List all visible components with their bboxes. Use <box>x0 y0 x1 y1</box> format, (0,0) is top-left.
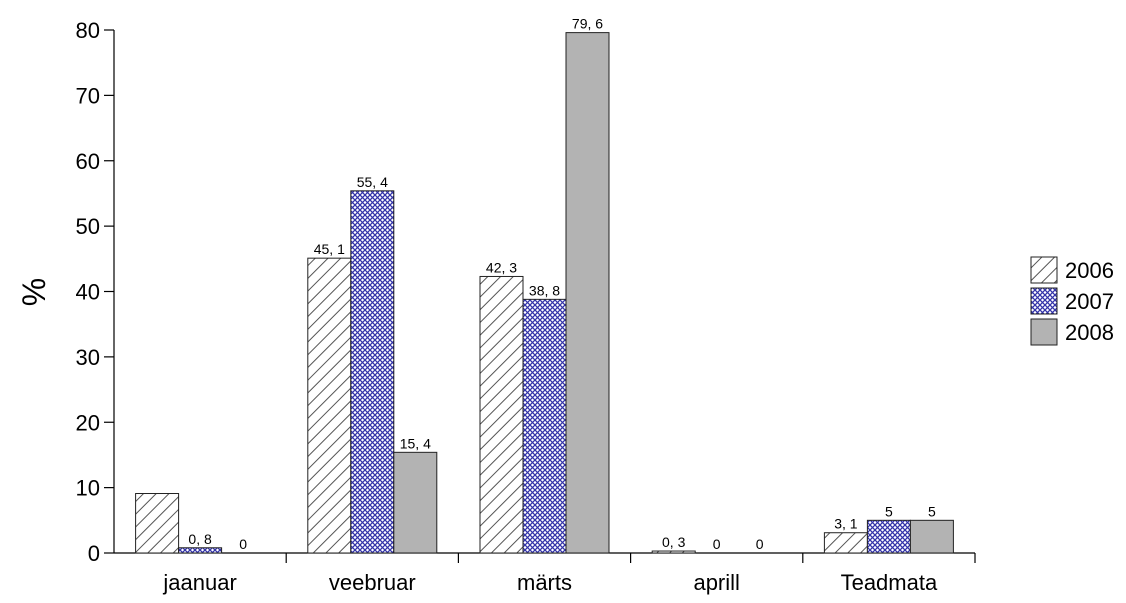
data-label: 45, 1 <box>314 241 345 257</box>
bar-2006 <box>479 275 524 554</box>
data-label: 0 <box>756 536 764 552</box>
data-label: 79, 6 <box>572 16 603 32</box>
data-label: 5 <box>928 503 936 519</box>
bar-2006 <box>307 257 352 554</box>
data-label: 0 <box>239 536 247 552</box>
y-tick-label: 30 <box>76 345 100 370</box>
x-category-label: jaanuar <box>162 570 236 595</box>
data-label: 5 <box>885 503 893 519</box>
x-category-label: Teadmata <box>841 570 938 595</box>
bar-2006 <box>651 550 696 554</box>
bar-2006 <box>823 532 868 554</box>
y-tick-label: 0 <box>88 541 100 566</box>
bar-2008 <box>565 32 610 554</box>
x-category-label: märts <box>517 570 572 595</box>
data-label: 15, 4 <box>400 435 431 451</box>
legend-label: 2007 <box>1065 289 1114 314</box>
legend-swatch-2008 <box>1030 318 1058 346</box>
legend-label: 2006 <box>1065 258 1114 283</box>
y-tick-label: 70 <box>76 83 100 108</box>
bar-2007 <box>866 519 911 554</box>
data-label: 38, 8 <box>529 282 560 298</box>
data-label: 42, 3 <box>486 259 517 275</box>
bar-2008 <box>393 451 438 554</box>
bar-2008 <box>909 519 954 554</box>
data-label: 55, 4 <box>357 174 388 190</box>
x-category-label: veebruar <box>329 570 416 595</box>
legend-swatch-2007 <box>1030 287 1058 315</box>
legend-label: 2008 <box>1065 320 1114 345</box>
y-tick-label: 40 <box>76 280 100 305</box>
bar-2007 <box>522 298 567 554</box>
legend-swatch-2006 <box>1030 256 1058 284</box>
y-tick-label: 10 <box>76 476 100 501</box>
y-tick-label: 50 <box>76 214 100 239</box>
y-tick-label: 80 <box>76 18 100 43</box>
bar-2007 <box>350 190 395 554</box>
y-tick-label: 60 <box>76 149 100 174</box>
y-tick-label: 20 <box>76 410 100 435</box>
data-label: 3, 1 <box>834 516 858 532</box>
y-axis-label: % <box>16 278 52 306</box>
x-category-label: aprill <box>693 570 739 595</box>
bar-2007 <box>178 547 223 554</box>
data-label: 0 <box>713 536 721 552</box>
data-label: 0, 8 <box>188 531 212 547</box>
bar-2006 <box>135 493 180 554</box>
data-label: 0, 3 <box>662 534 686 550</box>
legend: 2006 2007 2008 <box>1030 256 1114 346</box>
